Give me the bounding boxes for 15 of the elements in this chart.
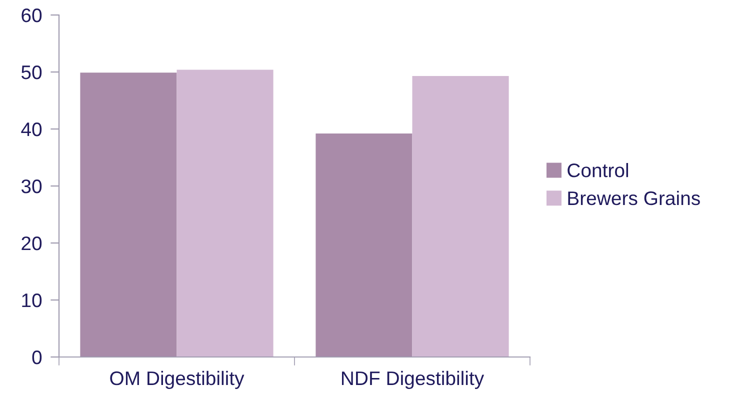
- x-tick-label: OM Digestibility: [110, 370, 244, 390]
- bar: [80, 72, 177, 357]
- x-tick-label: NDF Digestibility: [342, 370, 484, 390]
- legend-label: Brewers Grains: [568, 190, 700, 206]
- bar: [176, 70, 274, 357]
- y-tick-label: 0: [32, 350, 42, 364]
- y-tick-label: 10: [22, 293, 42, 308]
- y-tick-label: 30: [21, 179, 42, 194]
- bar: [412, 76, 509, 357]
- legend-label: Control: [568, 163, 628, 178]
- y-tick-label: 60: [22, 8, 42, 22]
- bar: [316, 134, 412, 357]
- y-tick-label: 40: [21, 122, 42, 136]
- y-tick-label: 20: [22, 236, 42, 250]
- y-tick-label: 50: [21, 65, 42, 80]
